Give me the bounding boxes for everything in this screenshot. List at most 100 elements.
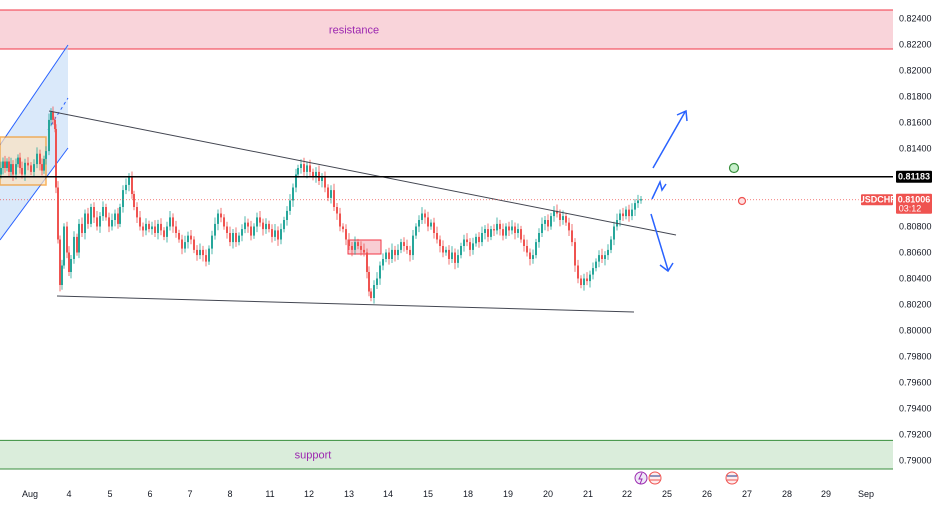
candle [68, 246, 70, 277]
support-label: support [295, 450, 332, 462]
order-block-box[interactable] [347, 239, 382, 255]
x-tick-label: 5 [107, 489, 112, 499]
descending-trendline[interactable] [48, 110, 677, 236]
candle [306, 161, 308, 179]
target-marker[interactable] [728, 162, 740, 174]
candle [363, 243, 365, 257]
x-tick-label: 7 [187, 489, 192, 499]
last-price-label: 0.81006 [898, 195, 931, 205]
candle [57, 181, 59, 244]
candle [327, 184, 329, 202]
candle [193, 236, 195, 254]
candle [388, 247, 390, 265]
last-price-badge-bg [896, 193, 932, 214]
x-tick-label: 28 [782, 489, 792, 499]
candle [451, 246, 453, 264]
candle [472, 237, 474, 255]
candle [342, 223, 344, 233]
candle [59, 235, 61, 292]
candles[interactable] [0, 106, 642, 304]
candle [300, 159, 302, 174]
level-badge-bg [896, 170, 932, 183]
candle [27, 157, 29, 171]
candle [348, 233, 350, 251]
candle [289, 194, 291, 215]
candle [592, 262, 594, 280]
x-tick-label: 4 [66, 489, 71, 499]
projection-arrows[interactable] [650, 109, 688, 273]
candle [163, 227, 165, 241]
candle [84, 209, 86, 240]
lower-trendline[interactable] [56, 295, 635, 313]
candle [445, 246, 447, 256]
candle [99, 212, 101, 233]
candle [136, 202, 138, 223]
resistance-zone-fill [0, 10, 893, 50]
candle [122, 185, 124, 213]
candle [217, 209, 219, 231]
candle [43, 155, 45, 174]
economic-events[interactable] [634, 471, 739, 485]
x-tick-label: 22 [622, 489, 632, 499]
candle [2, 157, 4, 175]
time-axis[interactable]: Aug 4 5 6 7 8 11 12 13 14 15 18 19 20 21 22 25 26 27 28 29 Se… [22, 489, 874, 499]
x-tick-label: 25 [662, 489, 672, 499]
y-tick-label: 0.81600 [899, 118, 932, 128]
support-zone-fill [0, 440, 893, 469]
candle [30, 162, 32, 176]
candle [436, 226, 438, 244]
candle [178, 229, 180, 243]
candle [108, 212, 110, 233]
candle [208, 245, 210, 265]
price-axis[interactable]: 0.82400 0.82200 0.82000 0.81800 0.81600 0.814… [899, 14, 932, 466]
lightning-icon [638, 472, 643, 485]
candle [154, 220, 156, 238]
candle [366, 248, 368, 279]
resistance-zone[interactable]: resistance [0, 9, 893, 50]
candle [394, 245, 396, 262]
candle [448, 245, 450, 265]
us-flag-event-icon[interactable] [648, 471, 662, 485]
candle [93, 202, 95, 223]
candle [318, 165, 320, 186]
candle [541, 217, 543, 238]
candle [496, 217, 498, 235]
candle [412, 230, 414, 260]
x-tick-label: 15 [423, 489, 433, 499]
us-flag-event-icon[interactable] [725, 471, 739, 485]
x-tick-label: 26 [702, 489, 712, 499]
candle [187, 231, 189, 249]
candle [514, 222, 516, 240]
candle [6, 158, 8, 172]
lightning-event-icon[interactable] [634, 471, 648, 485]
candle [55, 124, 57, 194]
candle [634, 199, 636, 216]
candle [595, 258, 597, 272]
candle [10, 157, 12, 176]
candle [190, 230, 192, 245]
x-tick-label: Sep [858, 489, 874, 499]
y-tick-label: 0.81400 [899, 144, 932, 154]
y-tick-label: 0.82200 [899, 40, 932, 50]
symbol-badge-bg [861, 194, 893, 206]
y-tick-label: 0.81800 [899, 92, 932, 102]
candle [351, 241, 353, 257]
candle [226, 221, 228, 239]
candle [421, 207, 423, 225]
x-tick-label: 19 [503, 489, 513, 499]
candle [526, 239, 528, 257]
candle [96, 211, 98, 231]
candle [493, 224, 495, 236]
candle [271, 224, 273, 243]
support-zone[interactable]: support [0, 439, 893, 470]
candle [400, 238, 402, 254]
candle [406, 239, 408, 254]
candle [637, 194, 639, 208]
candle [345, 224, 347, 246]
symbol-label: USDCHF [858, 195, 896, 205]
candle [253, 223, 255, 239]
candle [244, 216, 246, 234]
candle [81, 217, 83, 238]
alert-marker[interactable] [737, 196, 747, 206]
